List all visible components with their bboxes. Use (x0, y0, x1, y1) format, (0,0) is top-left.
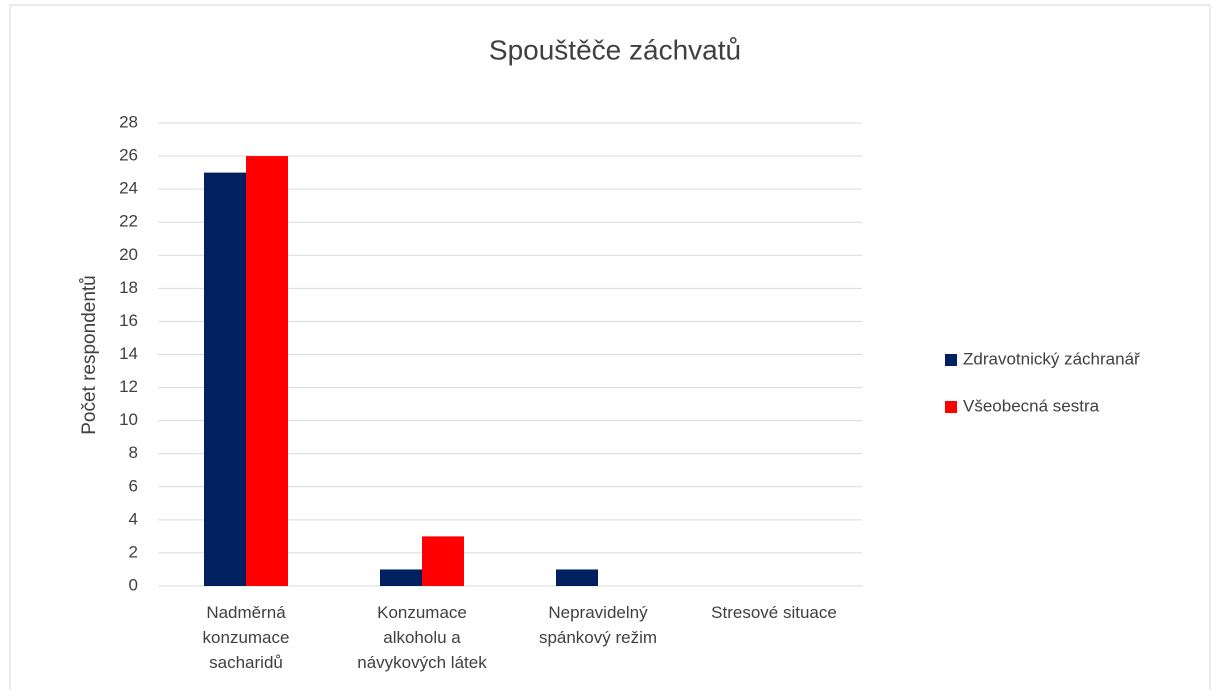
y-tick-label: 26 (119, 146, 138, 165)
y-tick-label: 2 (129, 542, 138, 561)
legend-label: Všeobecná sestra (963, 396, 1100, 415)
chart-frame (9, 4, 1211, 690)
y-tick-label: 24 (119, 179, 138, 198)
bar (380, 569, 422, 586)
bar (422, 536, 464, 586)
legend-label: Zdravotnický záchranář (963, 349, 1140, 368)
y-tick-label: 12 (119, 377, 138, 396)
bar (204, 172, 246, 586)
y-tick-label: 16 (119, 311, 138, 330)
y-tick-label: 20 (119, 245, 138, 264)
x-tick-label: Nadměrná konzumace sacharidů (202, 603, 290, 672)
y-tick-label: 4 (129, 509, 138, 528)
y-tick-label: 22 (119, 212, 138, 231)
y-tick-label: 10 (119, 410, 138, 429)
legend-swatch (945, 354, 957, 366)
x-tick-label: Nepravidelný spánkový režim (538, 603, 658, 647)
bar (246, 156, 288, 587)
chart-title: Spouštěče záchvatů (489, 34, 741, 65)
y-tick-label: 28 (119, 112, 138, 131)
x-tick-label: Stresové situace (711, 603, 837, 622)
y-tick-label: 8 (129, 443, 138, 462)
bar (556, 569, 598, 586)
x-tick-label: Konzumace alkoholu a návykových látek (357, 603, 487, 672)
y-tick-label: 14 (119, 344, 138, 363)
y-tick-label: 18 (119, 278, 138, 297)
y-tick-label: 6 (129, 476, 138, 495)
legend-swatch (945, 401, 957, 413)
y-axis-label: Počet respondentů (79, 275, 100, 435)
y-tick-label: 0 (129, 575, 138, 594)
